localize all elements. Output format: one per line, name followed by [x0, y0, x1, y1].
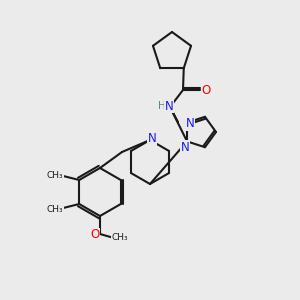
Text: N: N	[181, 141, 189, 154]
Text: CH₃: CH₃	[47, 170, 64, 179]
Text: H: H	[158, 101, 166, 111]
Text: CH₃: CH₃	[112, 232, 128, 242]
Text: CH₃: CH₃	[47, 205, 64, 214]
Text: N: N	[186, 117, 194, 130]
Text: O: O	[201, 83, 211, 97]
Text: N: N	[148, 131, 156, 145]
Text: N: N	[165, 100, 173, 112]
Text: O: O	[90, 229, 100, 242]
